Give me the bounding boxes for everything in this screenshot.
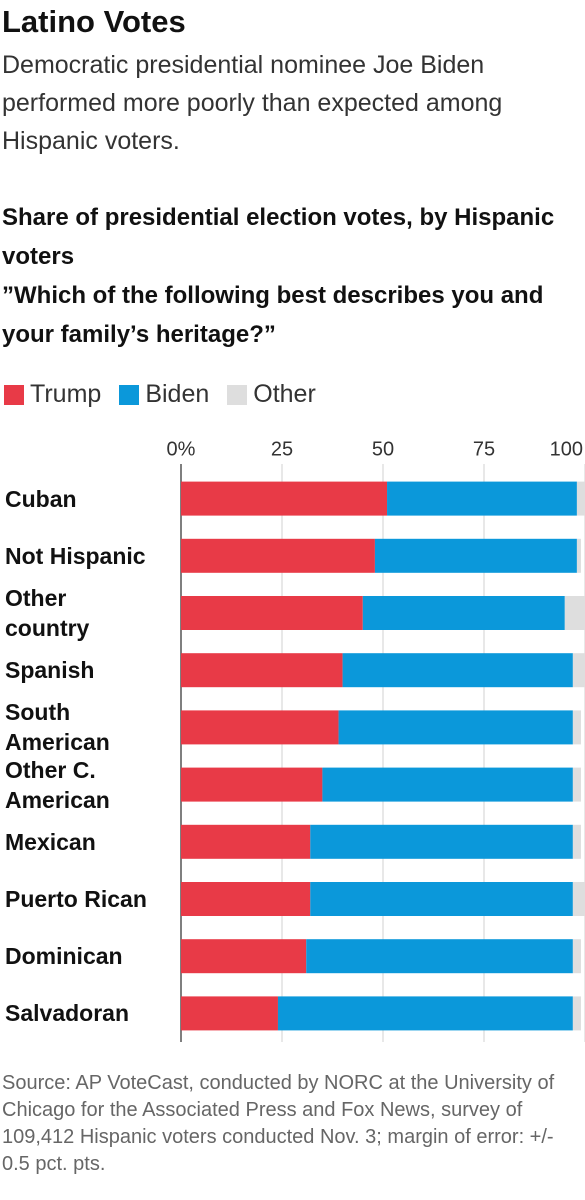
bar-segment xyxy=(572,882,585,916)
legend-swatch xyxy=(119,384,140,405)
category-label: South American xyxy=(5,699,110,756)
bar-segment xyxy=(572,767,581,802)
category-label: Puerto Rican xyxy=(5,886,147,912)
chart-title: Share of presidential election votes, by… xyxy=(2,204,555,270)
bar-segment xyxy=(181,538,375,573)
legend-label: Biden xyxy=(145,380,210,408)
bar-segment xyxy=(310,824,573,859)
title: Latino Votes xyxy=(2,4,186,39)
category-label: Spanish xyxy=(5,657,95,684)
x-tick-label: 50 xyxy=(372,438,394,460)
x-tick-label: 0% xyxy=(167,438,196,460)
bar-segment xyxy=(342,653,573,688)
bar-segment xyxy=(277,996,573,1031)
category-label: Mexican xyxy=(5,828,96,855)
bar-segment xyxy=(181,882,311,916)
legend-label: Trump xyxy=(30,380,102,408)
bar-segment xyxy=(181,996,278,1031)
legend-swatch xyxy=(227,384,248,405)
description: Democratic presidential nominee Joe Bide… xyxy=(2,51,503,155)
category-label: Not Hispanic xyxy=(5,542,146,569)
bar-segment xyxy=(310,882,573,916)
bar-segment xyxy=(362,596,565,630)
question: ”Which of the following best describes y… xyxy=(2,282,544,348)
legend-label: Other xyxy=(253,380,316,408)
legend-item: Trump xyxy=(4,380,101,409)
bar-segment xyxy=(572,710,581,745)
bar-segment xyxy=(572,824,581,859)
bar-segment xyxy=(338,710,573,745)
bar-segment xyxy=(322,767,573,802)
bar-segment xyxy=(576,538,581,573)
bar-segment xyxy=(374,538,577,573)
legend-swatch xyxy=(4,384,24,405)
category-label: Dominican xyxy=(5,943,123,970)
bar-segment xyxy=(181,653,343,688)
bar-segment xyxy=(572,939,581,974)
category-label: Cuban xyxy=(5,485,77,512)
bar-segment xyxy=(181,596,363,630)
legend: Trump Biden Other xyxy=(4,380,316,409)
bar-segment xyxy=(572,653,585,688)
category-label: Other country xyxy=(5,585,90,641)
x-tick-label: 75 xyxy=(473,438,495,460)
bar-segment xyxy=(181,710,339,745)
bar-segment xyxy=(181,939,307,974)
bar-segment xyxy=(181,481,388,516)
bar-segment xyxy=(576,481,585,516)
x-tick-label: 100 xyxy=(550,438,583,460)
bar-segment xyxy=(572,996,581,1031)
bar-segment xyxy=(387,481,577,516)
bar-segment xyxy=(181,767,323,802)
x-tick-label: 25 xyxy=(271,438,293,460)
legend-item: Biden xyxy=(119,380,209,409)
bar-segment xyxy=(564,596,585,630)
category-label: Other C. American xyxy=(5,756,110,813)
bar-segment xyxy=(181,824,311,859)
source: Source: AP VoteCast, conducted by NORC a… xyxy=(2,1072,555,1175)
bar-segment xyxy=(306,939,573,974)
category-label: Salvadoran xyxy=(5,1000,129,1027)
legend-item: Other xyxy=(227,380,316,409)
